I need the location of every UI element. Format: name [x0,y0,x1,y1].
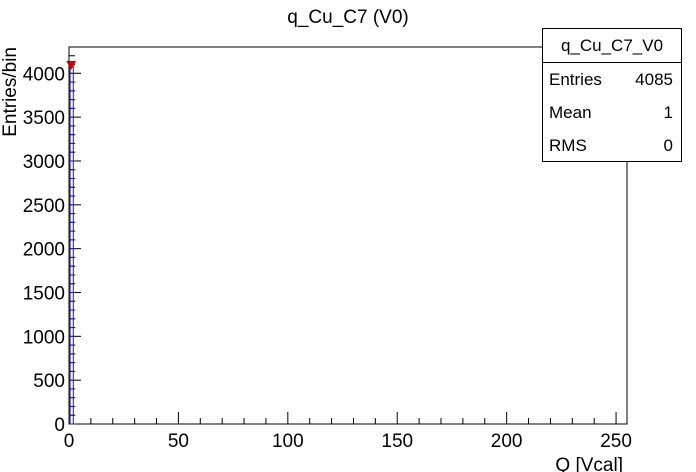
y-tick-label: 3000 [23,152,65,173]
y-axis-title: Entries/bin [0,47,21,137]
stats-label-entries: Entries [549,70,602,89]
y-tick-label: 1500 [23,283,65,304]
y-tick-label: 1000 [23,327,65,348]
data-point-marker [66,60,77,70]
plot-frame [68,46,628,425]
stats-box: q_Cu_C7_V0 Entries 4085 Mean 1 RMS 0 [542,28,682,162]
stats-row-entries: Entries 4085 [543,63,681,96]
y-tick-label: 2500 [23,196,65,217]
stats-value-mean: 1 [663,103,673,122]
chart-title: q_Cu_C7 (V0) [287,7,409,28]
x-tick-label: 50 [168,431,189,452]
stats-value-rms: 0 [663,136,673,155]
stats-label-rms: RMS [549,136,587,155]
stats-value-entries: 4085 [635,70,673,89]
y-tick-label: 0 [54,415,65,436]
x-axis-title: Q [Vcal] [555,455,623,472]
y-tick-label: 3500 [23,108,65,129]
x-tick-label: 150 [381,431,413,452]
x-tick-label: 200 [491,431,523,452]
stats-row-mean: Mean 1 [543,96,681,129]
stats-row-rms: RMS 0 [543,129,681,162]
y-tick-label: 500 [33,371,65,392]
x-tick-label: 250 [600,431,632,452]
y-tick-label: 2000 [23,240,65,261]
x-tick-label: 0 [64,431,75,452]
stats-label-mean: Mean [549,103,592,122]
stats-box-title: q_Cu_C7_V0 [543,29,681,63]
x-tick-label: 100 [272,431,304,452]
y-tick-label: 4000 [23,64,65,85]
